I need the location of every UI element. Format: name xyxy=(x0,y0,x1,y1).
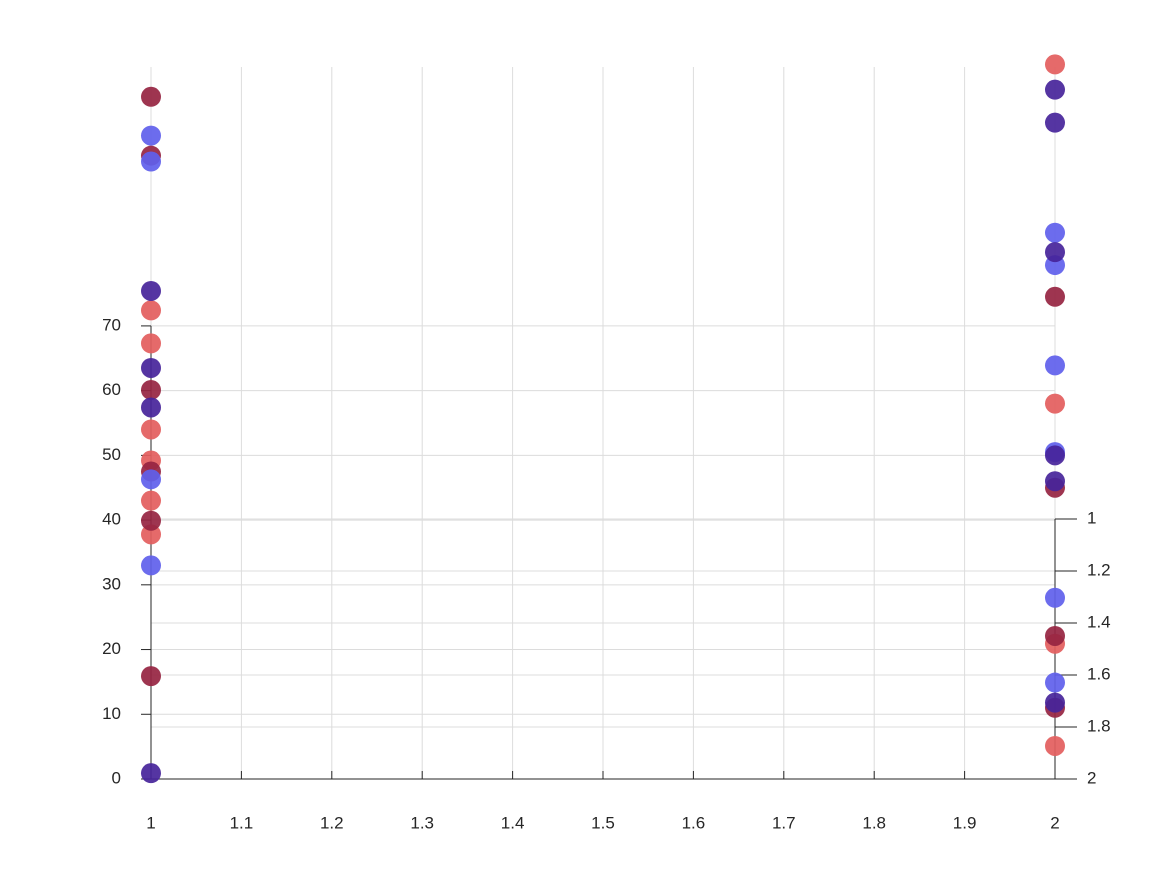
x-tick-label: 1.5 xyxy=(591,813,615,832)
y2-tick-label: 1.8 xyxy=(1087,716,1111,735)
x-tick-label: 1.3 xyxy=(410,813,434,832)
y2-tick-label: 1.2 xyxy=(1087,560,1111,579)
point xyxy=(141,280,161,301)
y2-tick-label: 1 xyxy=(1087,508,1096,527)
point xyxy=(1045,222,1065,243)
point xyxy=(141,357,161,378)
point xyxy=(1045,735,1065,756)
x-tick-label: 1.2 xyxy=(320,813,344,832)
point xyxy=(141,379,161,400)
point xyxy=(1045,79,1065,100)
point xyxy=(141,510,161,531)
point xyxy=(1045,587,1065,608)
point xyxy=(1045,112,1065,133)
x-tick-label: 1.1 xyxy=(230,813,254,832)
point xyxy=(141,333,161,354)
point xyxy=(141,300,161,321)
x-tick-label: 1.6 xyxy=(682,813,706,832)
x-tick-label: 1.7 xyxy=(772,813,796,832)
point xyxy=(1045,692,1065,713)
y2-tick-label: 1.6 xyxy=(1087,664,1111,683)
point xyxy=(141,490,161,511)
y-tick-label: 60 xyxy=(102,380,121,399)
point xyxy=(1045,471,1065,492)
point xyxy=(1045,393,1065,414)
y-tick-label: 0 xyxy=(112,768,121,787)
y-tick-label: 70 xyxy=(102,315,121,334)
y-tick-label: 20 xyxy=(102,639,121,658)
point xyxy=(141,151,161,172)
point xyxy=(141,86,161,107)
y2-tick-label: 2 xyxy=(1087,768,1096,787)
point xyxy=(1045,286,1065,307)
point xyxy=(1045,625,1065,646)
point xyxy=(141,397,161,418)
point xyxy=(1045,672,1065,693)
y-tick-label: 10 xyxy=(102,704,121,723)
point xyxy=(1045,355,1065,376)
x-tick-label: 1.8 xyxy=(862,813,886,832)
x-tick-label: 1 xyxy=(146,813,155,832)
point xyxy=(141,469,161,490)
y-tick-label: 30 xyxy=(102,574,121,593)
x-tick-label: 2 xyxy=(1050,813,1059,832)
point xyxy=(141,125,161,146)
point xyxy=(141,555,161,576)
point xyxy=(141,419,161,440)
point xyxy=(141,666,161,687)
y2-tick-label: 1.4 xyxy=(1087,612,1111,631)
point xyxy=(141,763,161,784)
point xyxy=(1045,54,1065,75)
point xyxy=(1045,242,1065,263)
x-tick-label: 1.9 xyxy=(953,813,977,832)
point xyxy=(1045,445,1065,466)
y-tick-label: 50 xyxy=(102,445,121,464)
x-tick-label: 1.4 xyxy=(501,813,525,832)
y-tick-label: 40 xyxy=(102,510,121,529)
